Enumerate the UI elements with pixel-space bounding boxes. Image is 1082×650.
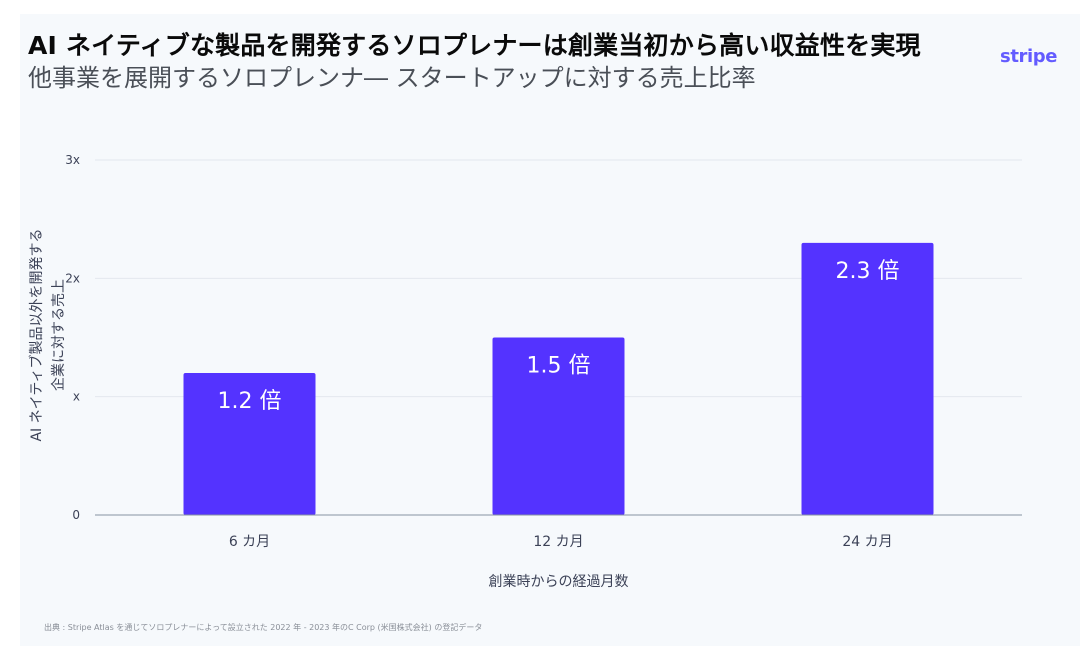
- y-axis-title-line-2: 企業に対する売上: [50, 279, 67, 391]
- y-tick-labels: 0 x 2x 3x: [65, 153, 80, 522]
- x-tick-label: 6 カ月: [229, 534, 270, 550]
- y-tick-label: 0: [72, 508, 80, 522]
- y-axis-title-line-1: AI ネイティブ製品以外を開発する: [28, 228, 45, 441]
- x-tick-label: 12 カ月: [533, 534, 583, 550]
- source-footnote: 出典 : Stripe Atlas を通じてソロプレナーによって設立された 20…: [44, 623, 483, 632]
- bar-data-label: 1.2 倍: [218, 389, 282, 414]
- y-tick-label: x: [73, 390, 80, 404]
- x-tick-labels: 6 カ月 12 カ月 24 カ月: [229, 534, 893, 550]
- bar: [801, 242, 934, 516]
- x-tick-label: 24 カ月: [842, 534, 892, 550]
- x-axis-title: 創業時からの経過月数: [489, 574, 629, 590]
- bars: 1.2 倍 1.5 倍 2.3 倍: [183, 242, 934, 516]
- chart-subtitle: 他事業を展開するソロプレンナ― スタートアップに対する売上比率: [28, 64, 756, 92]
- stripe-logo: stripe: [1000, 46, 1058, 67]
- chart-title: AI ネイティブな製品を開発するソロプレナーは創業当初から高い収益性を実現: [28, 31, 921, 60]
- y-tick-label: 3x: [65, 153, 80, 167]
- y-tick-label: 2x: [65, 271, 80, 285]
- bar-data-label: 2.3 倍: [836, 259, 900, 284]
- y-axis-title: AI ネイティブ製品以外を開発する 企業に対する売上: [28, 228, 67, 441]
- bar: [183, 373, 316, 515]
- bar-data-label: 1.5 倍: [527, 354, 591, 379]
- bar: [492, 337, 625, 515]
